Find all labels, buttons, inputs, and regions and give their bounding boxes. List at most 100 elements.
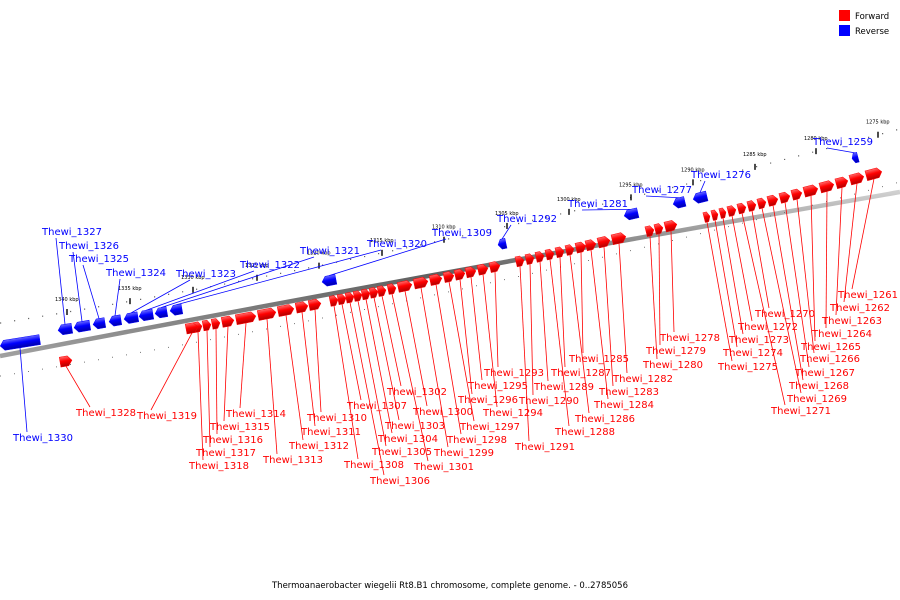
gene-arrow[interactable] xyxy=(644,225,655,237)
gene-leader-line xyxy=(649,235,658,360)
gene-arrow[interactable] xyxy=(574,241,587,254)
gene-label: Thewi_1310 xyxy=(306,413,367,424)
gene-label: Thewi_1270 xyxy=(754,309,815,320)
gene-arrow[interactable] xyxy=(256,307,277,321)
gene-arrow[interactable] xyxy=(123,311,140,324)
gene-label: Thewi_1277 xyxy=(631,185,692,196)
gene-arrow[interactable] xyxy=(514,255,525,268)
gene-leader-line xyxy=(341,303,362,401)
gene-arrow[interactable] xyxy=(653,223,664,235)
gene-arrow[interactable] xyxy=(476,263,489,276)
gene-leader-line xyxy=(580,252,584,354)
gene-label: Thewi_1291 xyxy=(514,442,575,453)
gene-arrow[interactable] xyxy=(368,287,379,299)
gene-label: Thewi_1292 xyxy=(496,214,557,225)
gene-arrow[interactable] xyxy=(766,194,779,207)
gene-label: Thewi_1326 xyxy=(58,241,119,252)
gene-arrow[interactable] xyxy=(464,266,477,279)
gene-label: Thewi_1275 xyxy=(717,362,778,373)
gene-leader-line xyxy=(404,290,428,407)
gene-arrow[interactable] xyxy=(428,273,443,286)
gene-arrow[interactable] xyxy=(57,322,74,336)
gene-arrow[interactable] xyxy=(396,280,413,293)
gene-arrow[interactable] xyxy=(848,172,865,186)
scale-tick-label: 1305 kbp xyxy=(495,211,519,217)
gene-arrow[interactable] xyxy=(220,315,235,328)
gene-arrow[interactable] xyxy=(534,251,545,263)
gene-arrow[interactable] xyxy=(736,202,747,215)
legend-label-reverse: Reverse xyxy=(855,27,889,37)
gene-arrow[interactable] xyxy=(596,236,611,249)
gene-arrow[interactable] xyxy=(412,276,429,290)
gene-arrow[interactable] xyxy=(58,355,73,368)
gene-arrow[interactable] xyxy=(778,191,791,204)
gene-arrow[interactable] xyxy=(169,303,184,316)
gene-arrow[interactable] xyxy=(138,308,155,322)
gene-arrow[interactable] xyxy=(352,290,363,302)
gene-arrow[interactable] xyxy=(710,209,719,221)
gene-leader-line xyxy=(699,180,706,193)
gene-arrow[interactable] xyxy=(154,306,169,319)
gene-leader-line xyxy=(459,279,473,395)
gene-arrow[interactable] xyxy=(623,207,640,221)
gene-arrow[interactable] xyxy=(818,180,835,194)
gene-label: Thewi_1282 xyxy=(612,374,673,385)
gene-arrow[interactable] xyxy=(210,318,221,330)
gene-label: Thewi_1300 xyxy=(412,407,473,418)
gene-leader-line xyxy=(114,278,121,316)
gene-arrow[interactable] xyxy=(497,238,508,250)
gene-arrow[interactable] xyxy=(488,261,501,273)
gene-arrow[interactable] xyxy=(234,311,257,325)
gene-arrow[interactable] xyxy=(834,176,849,189)
gene-arrow[interactable] xyxy=(336,293,347,306)
scale-tick-label: 1340 kbp xyxy=(55,297,79,303)
gene-leader-line xyxy=(239,322,247,409)
gene-label: Thewi_1324 xyxy=(105,268,166,279)
gene-arrow[interactable] xyxy=(442,271,455,283)
gene-arrow[interactable] xyxy=(276,304,295,317)
chromosome-backbone xyxy=(0,189,900,359)
gene-leader-line xyxy=(65,365,91,408)
gene-arrow[interactable] xyxy=(554,246,565,259)
gene-label: Thewi_1285 xyxy=(568,354,629,365)
gene-arrow[interactable] xyxy=(0,334,41,351)
gene-arrow[interactable] xyxy=(702,211,711,223)
gene-arrow[interactable] xyxy=(584,239,597,252)
gene-arrow[interactable] xyxy=(92,317,107,330)
gene-label: Thewi_1269 xyxy=(786,394,847,405)
scale-tick-label: 1300 kbp xyxy=(557,197,581,203)
scale-tick-label: 1275 kbp xyxy=(866,120,890,126)
gene-arrow[interactable] xyxy=(544,248,555,261)
gene-arrow[interactable] xyxy=(184,322,199,335)
gene-arrow[interactable] xyxy=(610,232,627,245)
gene-arrow[interactable] xyxy=(726,205,737,217)
gene-arrow[interactable] xyxy=(294,301,309,314)
gene-arrow[interactable] xyxy=(851,151,860,164)
gene-arrow[interactable] xyxy=(524,253,535,265)
gene-arrow[interactable] xyxy=(756,197,767,210)
gene-arrow[interactable] xyxy=(864,167,883,182)
gene-arrow[interactable] xyxy=(108,314,123,327)
gene-arrow[interactable] xyxy=(802,184,819,198)
gene-arrow[interactable] xyxy=(201,319,212,332)
gene-arrow[interactable] xyxy=(718,207,727,219)
gene-arrow[interactable] xyxy=(321,274,338,287)
gene-arrow[interactable] xyxy=(564,244,575,256)
gene-leader-line xyxy=(175,249,382,306)
gene-arrow[interactable] xyxy=(453,268,466,281)
gene-arrow[interactable] xyxy=(307,298,322,311)
gene-leader-line xyxy=(603,246,614,387)
gene-arrow[interactable] xyxy=(672,196,687,209)
gene-arrow[interactable] xyxy=(386,283,397,295)
gene-arrow[interactable] xyxy=(73,319,92,333)
gene-arrow[interactable] xyxy=(360,288,371,301)
gene-arrow[interactable] xyxy=(328,295,339,307)
gene-arrow[interactable] xyxy=(663,219,678,233)
gene-arrow[interactable] xyxy=(746,200,757,212)
gene-arrow[interactable] xyxy=(790,188,803,201)
gene-label: Thewi_1295 xyxy=(467,381,528,392)
gene-arrow[interactable] xyxy=(692,190,709,204)
gene-label: Thewi_1321 xyxy=(299,246,360,257)
gene-arrow[interactable] xyxy=(376,285,387,297)
gene-arrow[interactable] xyxy=(344,292,355,304)
